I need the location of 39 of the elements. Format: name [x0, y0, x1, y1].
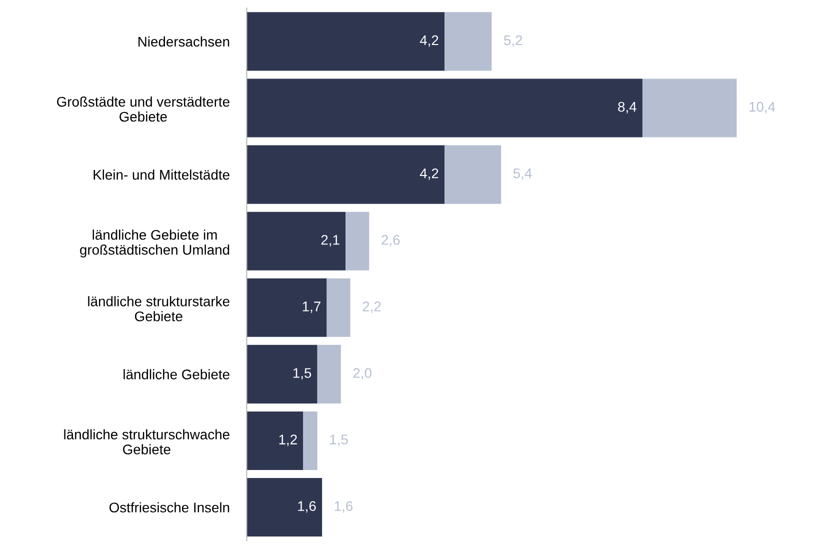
data-label: 1,7	[302, 302, 320, 314]
y-tick-label: Großstädte und verstädterte Gebiete	[57, 96, 230, 122]
total-label: 10,4	[750, 102, 776, 114]
bar	[303, 411, 318, 470]
data-label: 1,5	[293, 368, 312, 380]
bar	[346, 212, 370, 270]
data-label: 1,6	[298, 501, 316, 513]
data-label: 4,2	[420, 35, 438, 47]
total-label: 2,2	[362, 302, 381, 314]
bar	[444, 145, 502, 204]
total-label: 1,5	[330, 434, 348, 446]
bar	[246, 278, 327, 337]
data-label: 2,1	[321, 234, 340, 246]
total-label: 5,4	[513, 168, 532, 180]
y-tick-label: Ostfriesische Inseln	[109, 502, 230, 512]
bar	[326, 278, 350, 337]
y-tick-label: Klein- und Mittelstädte	[94, 170, 230, 180]
y-tick-label: Niedersachsen	[138, 36, 230, 47]
y-tick-label: ländliche strukturstarke Gebiete	[88, 296, 230, 322]
data-label: 4,2	[420, 168, 438, 180]
bar	[317, 344, 341, 404]
bar	[246, 478, 322, 537]
bar	[246, 344, 318, 404]
bar	[246, 411, 304, 470]
data-label: 8,4	[618, 102, 636, 114]
total-label: 1,6	[334, 501, 353, 513]
total-label: 2,0	[353, 368, 372, 380]
total-label: 2,6	[382, 234, 400, 246]
bar	[246, 212, 346, 270]
bar	[246, 78, 642, 138]
bar	[642, 78, 737, 138]
y-tick-label: ländliche Gebiete	[124, 369, 230, 380]
bar	[246, 12, 445, 71]
y-tick-label: ländliche Gebiete im großstädtischen Umland	[80, 230, 230, 258]
data-label: 1,2	[279, 434, 297, 446]
bar	[246, 145, 445, 204]
bar	[444, 12, 492, 71]
y-tick-label: ländliche strukturschwache Gebiete	[64, 429, 230, 454]
total-label: 5,2	[504, 35, 522, 47]
